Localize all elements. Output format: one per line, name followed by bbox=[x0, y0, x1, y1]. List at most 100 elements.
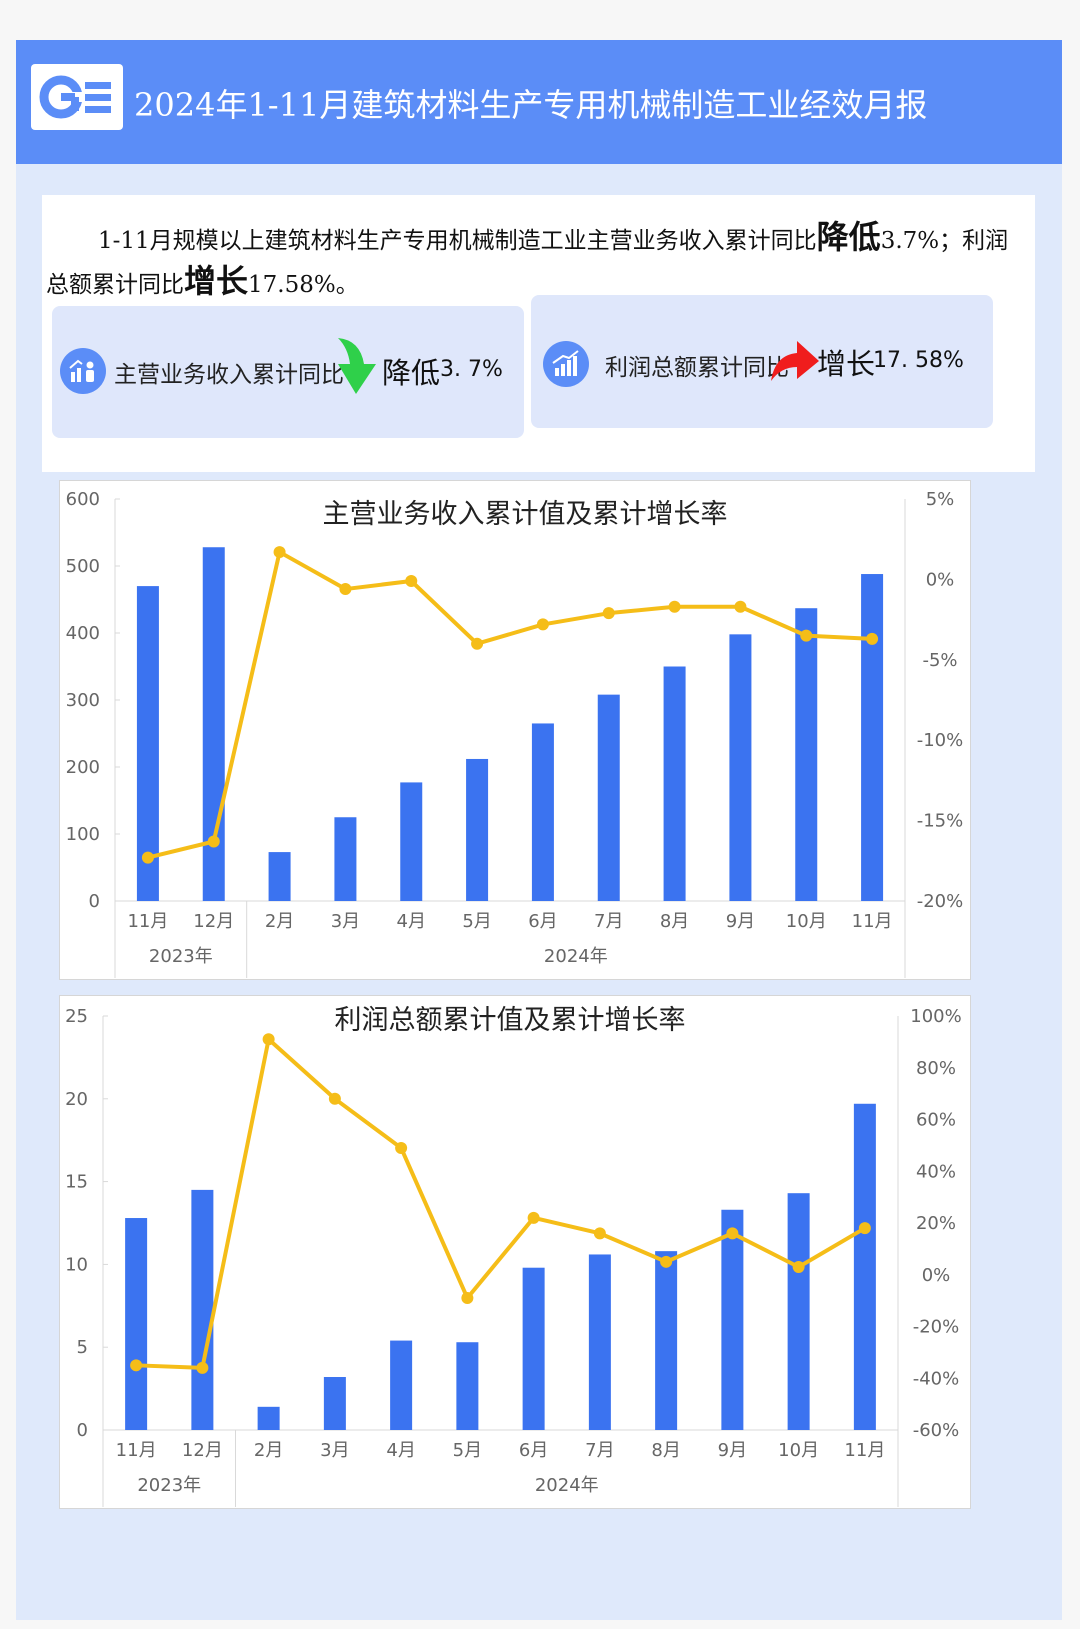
bar bbox=[853, 1103, 876, 1430]
right-tick-label: 5% bbox=[926, 489, 955, 510]
bar-chart-icon bbox=[543, 341, 589, 387]
bar bbox=[323, 1377, 346, 1430]
growth-point bbox=[273, 546, 286, 559]
growth-point bbox=[866, 632, 879, 645]
category-label: 10月 bbox=[786, 911, 827, 932]
profit-card-value: 17. 58% bbox=[873, 348, 964, 373]
category-label: 7月 bbox=[585, 1440, 614, 1461]
growth-line bbox=[147, 550, 873, 860]
right-tick-label: 0% bbox=[926, 569, 955, 590]
summary-word-increase: 增长 bbox=[184, 262, 249, 300]
bar bbox=[390, 1340, 413, 1430]
bar bbox=[456, 1342, 479, 1430]
category-label: 6月 bbox=[519, 1440, 548, 1461]
left-tick-label: 300 bbox=[66, 690, 100, 711]
category-label: 3月 bbox=[320, 1440, 349, 1461]
right-tick-label: -20% bbox=[917, 891, 964, 912]
left-tick-label: 400 bbox=[66, 623, 100, 644]
category-label: 5月 bbox=[462, 911, 491, 932]
category-label: 12月 bbox=[193, 911, 234, 932]
growth-point bbox=[593, 1227, 606, 1240]
growth-point bbox=[339, 583, 352, 596]
left-tick-label: 0 bbox=[77, 1420, 88, 1441]
growth-point bbox=[660, 1255, 673, 1268]
category-label: 3月 bbox=[331, 911, 360, 932]
revenue-card: 主营业务收入累计同比 降低 3. 7% bbox=[52, 306, 524, 438]
bar bbox=[721, 1209, 744, 1430]
bar bbox=[787, 1193, 810, 1430]
left-tick-label: 15 bbox=[65, 1172, 88, 1193]
growth-point bbox=[734, 600, 747, 613]
category-label: 10月 bbox=[778, 1440, 819, 1461]
revenue-chart: 0 100 200 300 400 500 600 -20% -15% -10% -5% 0% 5% 主营… bbox=[59, 480, 971, 980]
right-tick-label: -40% bbox=[913, 1368, 960, 1389]
profit-card-word: 增长 bbox=[817, 347, 876, 381]
category-label: 4月 bbox=[397, 911, 426, 932]
left-tick-label: 20 bbox=[65, 1089, 88, 1110]
category-label: 8月 bbox=[651, 1440, 680, 1461]
chart-title: 主营业务收入累计值及累计增长率 bbox=[323, 499, 728, 530]
left-tick-label: 25 bbox=[65, 1006, 88, 1027]
chart-people-icon bbox=[60, 348, 106, 394]
bar bbox=[861, 574, 884, 901]
category-label: 7月 bbox=[594, 911, 623, 932]
revenue-card-value: 3. 7% bbox=[440, 357, 503, 382]
bar bbox=[597, 694, 620, 901]
growth-point bbox=[527, 1211, 540, 1224]
bar bbox=[400, 782, 423, 901]
right-tick-label: 0% bbox=[922, 1265, 951, 1286]
right-tick-label: 100% bbox=[910, 1006, 961, 1027]
growth-point bbox=[207, 835, 220, 848]
growth-point bbox=[471, 637, 484, 650]
revenue-card-word: 降低 bbox=[382, 356, 441, 390]
summary-line2-end: 17.58%。 bbox=[248, 272, 359, 298]
category-label: 11月 bbox=[116, 1440, 157, 1461]
growth-point bbox=[668, 600, 681, 613]
bar bbox=[588, 1254, 611, 1430]
category-label: 9月 bbox=[718, 1440, 747, 1461]
growth-point bbox=[141, 851, 154, 864]
growth-point bbox=[602, 607, 615, 620]
down-arrow-icon bbox=[338, 338, 376, 394]
left-tick-label: 100 bbox=[66, 824, 100, 845]
bar bbox=[663, 666, 686, 901]
growth-line bbox=[136, 1037, 866, 1370]
bar bbox=[729, 634, 752, 901]
summary-word-decrease: 降低 bbox=[816, 218, 881, 256]
category-label: 6月 bbox=[528, 911, 557, 932]
bar bbox=[466, 758, 489, 901]
category-label: 11月 bbox=[127, 911, 168, 932]
growth-point bbox=[196, 1361, 209, 1374]
bar bbox=[531, 723, 554, 901]
growth-point bbox=[536, 618, 549, 631]
bar bbox=[795, 608, 818, 901]
right-tick-label: -5% bbox=[922, 650, 957, 671]
category-label: 9月 bbox=[726, 911, 755, 932]
right-tick-label: 40% bbox=[916, 1161, 956, 1182]
left-tick-label: 600 bbox=[66, 489, 100, 510]
right-tick-label: 60% bbox=[916, 1110, 956, 1131]
right-tick-label: 20% bbox=[916, 1213, 956, 1234]
right-tick-label: 80% bbox=[916, 1058, 956, 1079]
profit-chart-svg: 0 5 10 15 20 25 -60% -40% -20% 0% 20% 40% 60% 80% 100%… bbox=[65, 1005, 962, 1507]
right-tick-label: -60% bbox=[913, 1420, 960, 1441]
category-label: 11月 bbox=[844, 1440, 885, 1461]
bar bbox=[136, 586, 159, 901]
category-label: 12月 bbox=[182, 1440, 223, 1461]
revenue-card-label: 主营业务收入累计同比 bbox=[114, 362, 344, 388]
right-tick-label: -10% bbox=[917, 730, 964, 751]
growth-point bbox=[130, 1359, 143, 1372]
bar bbox=[257, 1406, 280, 1430]
ge-logo-icon bbox=[31, 64, 123, 130]
page-title: 2024年1-11月建筑材料生产专用机械制造工业经效月报 bbox=[134, 86, 928, 124]
growth-point bbox=[726, 1227, 739, 1240]
bar bbox=[522, 1267, 545, 1430]
left-tick-label: 0 bbox=[89, 891, 100, 912]
category-label: 8月 bbox=[660, 911, 689, 932]
category-label: 11月 bbox=[852, 911, 893, 932]
growth-point bbox=[800, 629, 813, 642]
category-label: 4月 bbox=[386, 1440, 415, 1461]
growth-point bbox=[262, 1033, 275, 1046]
profit-card-label: 利润总额累计同比 bbox=[605, 355, 789, 381]
group-label: 2024年 bbox=[535, 1475, 599, 1496]
